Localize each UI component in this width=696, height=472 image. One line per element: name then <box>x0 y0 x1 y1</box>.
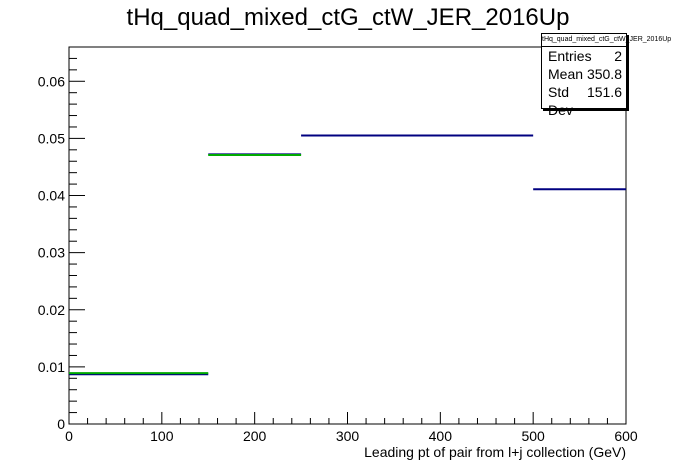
x-axis-label: Leading pt of pair from l+j collection (… <box>364 444 626 460</box>
stats-stddev-label: Std Dev <box>548 84 573 118</box>
stats-stddev-value: 151.6 <box>586 84 622 100</box>
y-tick-label: 0.03 <box>38 245 65 261</box>
axes: 0 100 200 300 400 500 600 0 0.01 0.02 0.03 0.04 0.05… <box>38 46 638 444</box>
stats-mean-value: 350.8 <box>586 66 622 82</box>
stats-row-stddev: Std Dev 151.6 <box>542 83 626 119</box>
stats-row-mean: Mean 350.8 <box>542 65 626 83</box>
x-tick-label: 500 <box>521 428 545 444</box>
x-tick-label: 400 <box>429 428 453 444</box>
stats-box-title: tHq_quad_mixed_ctG_ctW_JER_2016Up <box>542 34 671 47</box>
x-tick-label: 100 <box>150 428 174 444</box>
y-tick-label: 0.06 <box>38 73 65 89</box>
y-tick-label: 0 <box>57 416 65 432</box>
y-tick-label: 0.05 <box>38 130 65 146</box>
x-tick-label: 600 <box>614 428 638 444</box>
stats-box: tHq_quad_mixed_ctG_ctW_JER_2016Up Entrie… <box>541 33 671 118</box>
histogram-bins <box>69 134 626 376</box>
stats-mean-label: Mean <box>548 66 584 82</box>
stats-row-entries: Entries 2 <box>542 47 626 65</box>
stats-entries-label: Entries <box>548 48 592 64</box>
y-tick-label: 0.02 <box>38 302 65 318</box>
stats-entries-value: 2 <box>614 48 622 64</box>
x-tick-label: 200 <box>243 428 267 444</box>
chart-title: tHq_quad_mixed_ctG_ctW_JER_2016Up <box>127 4 570 31</box>
x-tick-label: 0 <box>65 428 73 444</box>
y-tick-label: 0.01 <box>38 359 65 375</box>
y-tick-label: 0.04 <box>38 188 65 204</box>
x-tick-label: 300 <box>336 428 360 444</box>
